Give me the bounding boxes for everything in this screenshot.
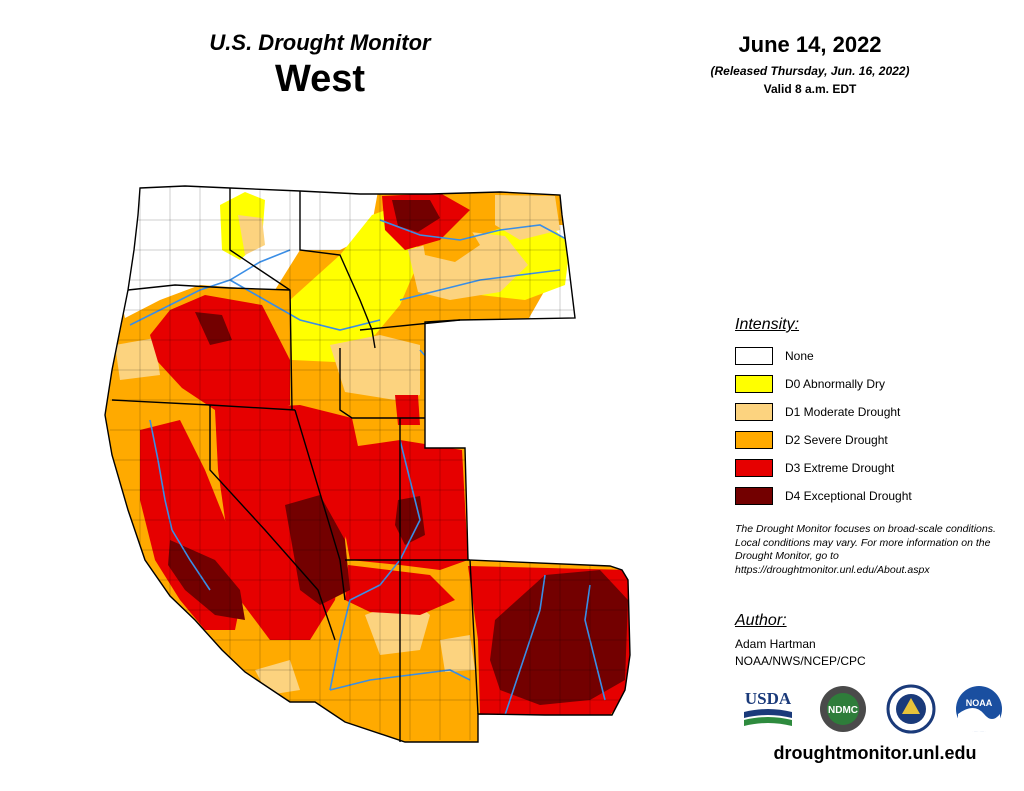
border-id-west xyxy=(229,188,293,411)
author-block: Author: Adam Hartman NOAA/NWS/NCEP/CPC xyxy=(735,612,1005,670)
state-borders xyxy=(104,185,631,743)
legend-label-d4: D4 Exceptional Drought xyxy=(785,489,912,503)
river-missouri xyxy=(379,219,569,241)
river-platte xyxy=(419,349,463,381)
d1-area-north-idaho xyxy=(238,215,265,255)
river-sacramento xyxy=(149,419,173,531)
d3-area-oregon xyxy=(150,295,290,420)
product-title: U.S. Drought Monitor xyxy=(209,30,431,55)
border-four-corners xyxy=(345,559,479,742)
legend-row-none: None xyxy=(735,342,1005,370)
legend-row-d2: D2 Severe Drought xyxy=(735,426,1005,454)
ndmc-logo-icon[interactable]: NDMC xyxy=(818,684,868,734)
legend-row-d4: D4 Exceptional Drought xyxy=(735,482,1005,510)
border-wy-ut-co xyxy=(339,348,425,419)
drought-layers xyxy=(110,186,630,740)
border-ca-nv xyxy=(209,405,336,641)
d4-area-oregon xyxy=(195,312,232,345)
legend-label-d1: D1 Moderate Drought xyxy=(785,405,901,419)
legend: Intensity: None D0 Abnormally Dry D1 Mod… xyxy=(735,316,1005,510)
d0-area-montana-idaho xyxy=(290,205,420,362)
legend-title: Intensity: xyxy=(735,316,800,333)
border-mt-wy xyxy=(359,319,461,331)
legend-swatch-none xyxy=(735,347,773,365)
date-block: June 14, 2022 (Released Thursday, Jun. 1… xyxy=(660,32,960,96)
usda-logo-text: USDA xyxy=(745,689,792,708)
author-title: Author: xyxy=(735,612,787,629)
map-date: June 14, 2022 xyxy=(738,32,882,57)
partner-logos: USDA NDMC NOAA xyxy=(740,684,1010,736)
legend-label-d0: D0 Abnormally Dry xyxy=(785,377,886,391)
legend-swatch-d0 xyxy=(735,375,773,393)
river-colorado xyxy=(329,439,421,691)
valid-time: Valid 8 a.m. EDT xyxy=(763,82,857,96)
border-id-mt xyxy=(299,191,376,349)
website-url[interactable]: droughtmonitor.unl.edu xyxy=(773,743,977,763)
region-title: West xyxy=(274,58,366,100)
usda-logo-icon[interactable]: USDA xyxy=(740,684,796,730)
legend-swatch-d3 xyxy=(735,459,773,477)
author-name: Adam Hartman xyxy=(735,637,816,651)
legend-swatch-d2 xyxy=(735,431,773,449)
legend-label-d3: D3 Extreme Drought xyxy=(785,461,895,475)
border-nv-ut-az xyxy=(294,409,346,601)
d4-area-montana xyxy=(392,200,440,232)
author-affiliation: NOAA/NWS/NCEP/CPC xyxy=(735,654,866,668)
d4-area-new-mexico xyxy=(490,570,628,705)
disclaimer-note: The Drought Monitor focuses on broad-sca… xyxy=(735,523,996,576)
noaa-logo-icon[interactable]: NOAA xyxy=(954,684,1004,734)
doc-seal-icon[interactable] xyxy=(886,684,936,734)
legend-row-d1: D1 Moderate Drought xyxy=(735,398,1005,426)
legend-label-none: None xyxy=(785,349,814,363)
legend-swatch-d1 xyxy=(735,403,773,421)
river-columbia xyxy=(129,249,291,326)
river-rio-grande xyxy=(504,574,546,716)
ndmc-logo-text: NDMC xyxy=(828,705,858,716)
d3-area-wyoming-west xyxy=(395,395,420,425)
release-date: (Released Thursday, Jun. 16, 2022) xyxy=(710,64,910,78)
noaa-logo-text: NOAA xyxy=(966,698,993,708)
d1-area-oregon-west xyxy=(115,338,160,380)
border-wa-or xyxy=(127,284,291,291)
river-snake xyxy=(229,279,381,331)
d1-area-arizona-east xyxy=(440,635,475,672)
legend-row-d0: D0 Abnormally Dry xyxy=(735,370,1005,398)
d1-area-wyoming xyxy=(330,335,420,400)
title-block: U.S. Drought Monitor West xyxy=(150,30,490,101)
legend-row-d3: D3 Extreme Drought xyxy=(735,454,1005,482)
legend-label-d2: D2 Severe Drought xyxy=(785,433,888,447)
legend-swatch-d4 xyxy=(735,487,773,505)
